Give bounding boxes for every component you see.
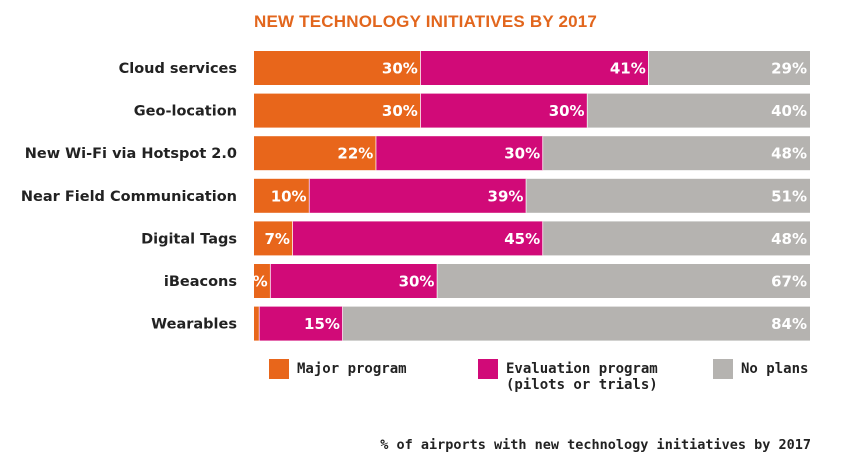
bar-segment-new-wi-fi-via-hotspot-2-0-s0 — [254, 136, 377, 171]
bar-segment-ibeacons-s0 — [254, 264, 271, 298]
bar-segment-wearables-s0 — [254, 306, 260, 341]
bar-segment-geo-location-s0 — [254, 93, 421, 128]
bar-area: Cloud services 30% 41% 29% Geo-location 30% 30… — [21, 51, 810, 341]
data-label-wearables-s1: 15% — [304, 315, 340, 333]
bar-segment-digital-tags-s1 — [292, 221, 544, 256]
data-label-geo-location-s1: 30% — [549, 102, 585, 120]
data-label-near-field-communication-s1: 39% — [488, 187, 524, 205]
category-label-new-wi-fi-via-hotspot-2-0: New Wi-Fi via Hotspot 2.0 — [25, 146, 237, 162]
bar-segment-wearables-s1 — [259, 306, 343, 341]
legend-label-s2: No plans — [741, 361, 808, 377]
data-label-digital-tags-s2: 48% — [771, 230, 807, 248]
x-axis-caption: % of airports with new technology initia… — [380, 437, 811, 453]
bar-segment-near-field-communication-s1 — [309, 178, 527, 213]
legend-label-s1-line1: (pilots or trials) — [506, 377, 658, 393]
category-label-geo-location: Geo-location — [134, 104, 237, 120]
bar-segment-cloud-services-s2 — [648, 51, 810, 85]
data-label-cloud-services-s0: 30% — [382, 60, 418, 78]
bar-segment-cloud-services-s0 — [254, 51, 421, 85]
bar-segment-geo-location-s1 — [420, 93, 588, 128]
data-label-ibeacons-s1: 30% — [399, 273, 435, 291]
data-label-geo-location-s2: 40% — [771, 102, 807, 120]
bar-segment-new-wi-fi-via-hotspot-2-0-s2 — [543, 136, 810, 171]
data-label-ibeacons-s0: 3% — [242, 273, 267, 291]
bar-segment-near-field-communication-s2 — [526, 178, 810, 213]
data-label-near-field-communication-s0: 10% — [271, 187, 307, 205]
category-label-digital-tags: Digital Tags — [141, 231, 237, 247]
chart-title: NEW TECHNOLOGY INITIATIVES BY 2017 — [254, 12, 598, 31]
data-label-geo-location-s0: 30% — [382, 102, 418, 120]
data-label-digital-tags-s1: 45% — [504, 230, 540, 248]
category-label-wearables: Wearables — [151, 317, 237, 333]
data-label-digital-tags-s0: 7% — [264, 230, 289, 248]
bar-segment-near-field-communication-s0 — [254, 178, 310, 213]
data-label-new-wi-fi-via-hotspot-2-0-s1: 30% — [504, 145, 540, 163]
legend-swatch-s0 — [269, 359, 289, 379]
data-label-cloud-services-s2: 29% — [771, 60, 807, 78]
category-label-near-field-communication: Near Field Communication — [21, 189, 237, 205]
bar-segment-ibeacons-s1 — [270, 264, 438, 298]
data-label-wearables-s2: 84% — [771, 315, 807, 333]
bar-segment-ibeacons-s2 — [437, 264, 810, 298]
legend-swatch-s2 — [713, 359, 733, 379]
bar-segment-digital-tags-s2 — [543, 221, 810, 256]
data-label-new-wi-fi-via-hotspot-2-0-s0: 22% — [337, 145, 373, 163]
legend-swatch-s1 — [478, 359, 498, 379]
data-label-cloud-services-s1: 41% — [610, 60, 646, 78]
legend-label-s0: Major program — [297, 361, 407, 377]
data-label-new-wi-fi-via-hotspot-2-0-s2: 48% — [771, 145, 807, 163]
data-label-ibeacons-s2: 67% — [771, 273, 807, 291]
bar-segment-wearables-s2 — [342, 306, 810, 341]
category-label-cloud-services: Cloud services — [119, 61, 237, 77]
data-label-near-field-communication-s2: 51% — [771, 187, 807, 205]
bar-segment-digital-tags-s0 — [254, 221, 293, 256]
bar-segment-cloud-services-s1 — [420, 51, 649, 85]
legend-label-s1-line0: Evaluation program — [506, 361, 658, 377]
category-label-ibeacons: iBeacons — [164, 274, 237, 290]
legend: Major program Evaluation program(pilots o… — [269, 359, 808, 393]
bar-segment-new-wi-fi-via-hotspot-2-0-s1 — [376, 136, 544, 171]
bar-segment-geo-location-s2 — [587, 93, 810, 128]
